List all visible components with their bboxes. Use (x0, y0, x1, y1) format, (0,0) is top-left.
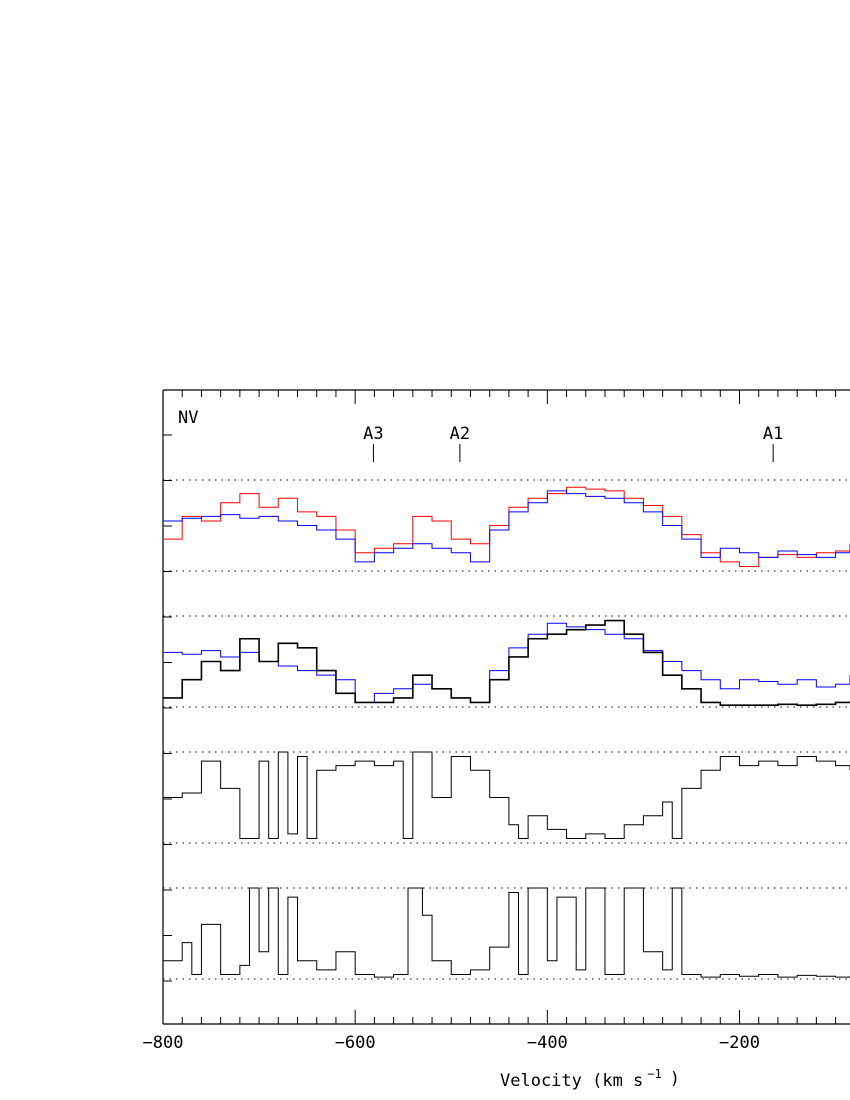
x-axis-label-main: Velocity (km s (500, 1071, 643, 1091)
component-marker-label: A3 (363, 424, 383, 444)
component-marker-label: A1 (763, 424, 783, 444)
plot-frame (162, 389, 850, 1025)
panel-2 (163, 615, 850, 708)
x-axis-label-close: ) (670, 1069, 680, 1089)
panel-3 (163, 751, 850, 844)
species-label: NV (178, 408, 198, 428)
x-axis-label: Velocity (km s −1) (500, 1067, 680, 1091)
x-tick-label: −200 (719, 1033, 760, 1053)
series-line (163, 887, 850, 978)
series-line (163, 619, 850, 706)
component-marker-label: A2 (450, 424, 470, 444)
panel-4 (163, 887, 850, 980)
series-line (163, 622, 850, 703)
x-axis-label-exponent: −1 (647, 1067, 661, 1081)
component-markers: A3 A2 A1 (363, 424, 783, 462)
series-line (163, 751, 850, 839)
x-axis-ticks: −800 −600 −400 −200 (143, 390, 837, 1053)
x-tick-label: −800 (143, 1033, 184, 1053)
series-line (163, 486, 850, 567)
x-tick-label: −400 (527, 1033, 568, 1053)
series-line (163, 490, 850, 563)
panel-1 (163, 479, 850, 572)
x-tick-label: −600 (335, 1033, 376, 1053)
panels (163, 479, 850, 980)
